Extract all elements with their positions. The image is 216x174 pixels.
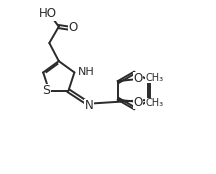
Text: NH: NH (78, 67, 95, 77)
Text: CH₃: CH₃ (145, 98, 164, 108)
Text: CH₃: CH₃ (145, 73, 164, 83)
Text: O: O (68, 21, 78, 34)
Text: O: O (133, 72, 143, 85)
Text: HO: HO (39, 7, 57, 20)
Text: O: O (133, 96, 143, 109)
Text: S: S (42, 84, 50, 97)
Text: N: N (85, 99, 94, 112)
